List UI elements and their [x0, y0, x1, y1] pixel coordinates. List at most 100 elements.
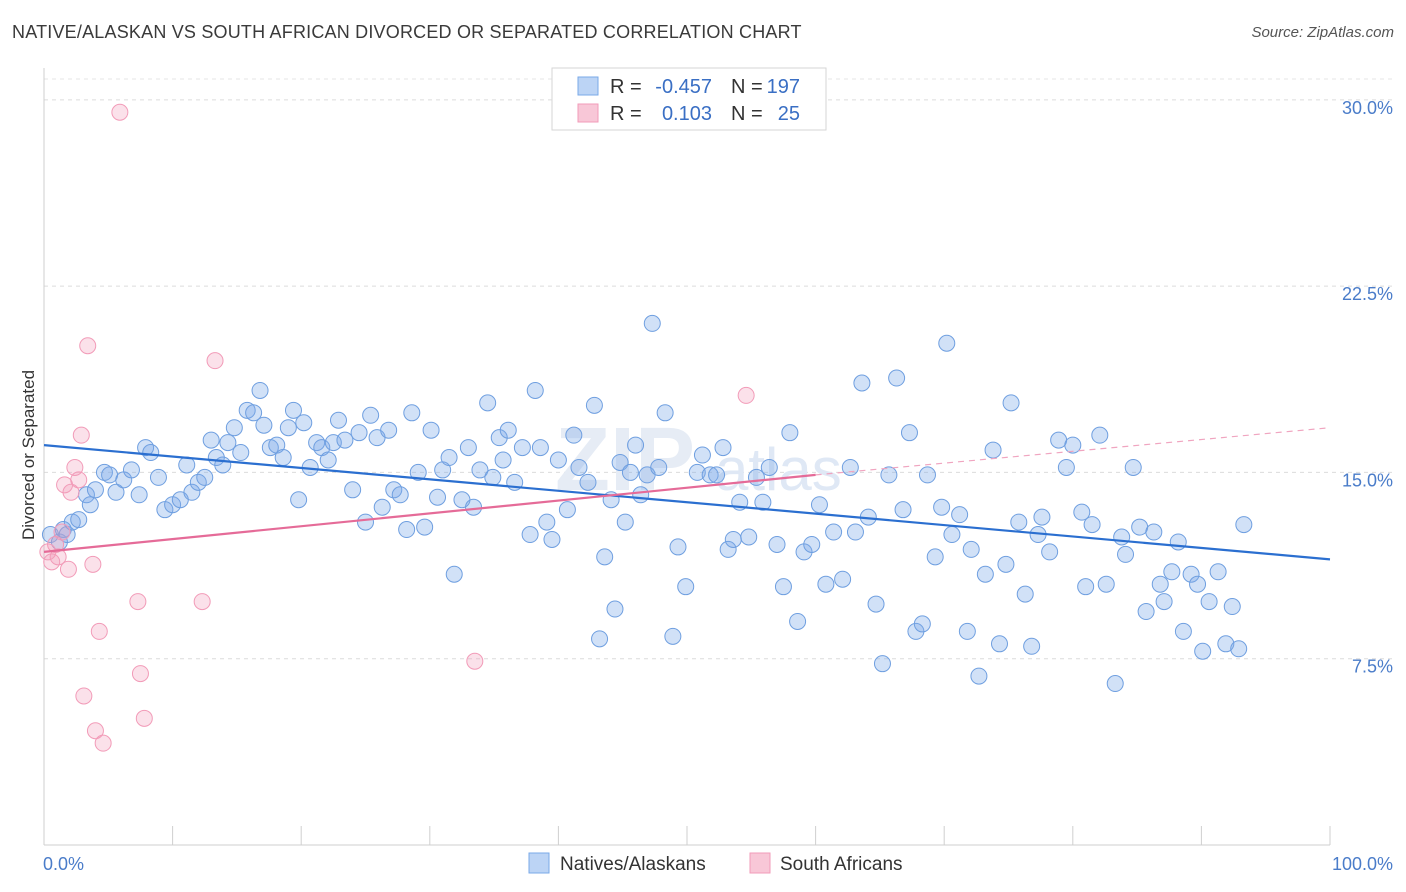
native-point-78: [521, 526, 539, 544]
native-point-79: [526, 381, 544, 399]
native-point-116: [760, 458, 778, 476]
native-point-186: [1230, 640, 1248, 658]
y-axis-label: Divorced or Separated: [19, 370, 38, 540]
south-african-point-23: [466, 652, 484, 670]
legend-n-value-1: 197: [767, 76, 800, 98]
native-point-34: [255, 416, 273, 434]
native-point-74: [494, 451, 512, 469]
native-point-75: [499, 421, 517, 439]
native-point-106: [693, 446, 711, 464]
native-point-88: [585, 396, 603, 414]
native-point-83: [549, 451, 567, 469]
native-point-62: [422, 421, 440, 439]
native-point-24: [196, 468, 214, 486]
legend-n-label-1: N =: [731, 76, 763, 98]
native-point-111: [724, 530, 742, 548]
native-point-58: [398, 521, 416, 539]
native-point-145: [958, 622, 976, 640]
native-point-107: [701, 466, 719, 484]
native-point-99: [643, 314, 661, 332]
native-point-8: [86, 481, 104, 499]
south-african-point-24: [737, 386, 755, 404]
native-point-117: [768, 535, 786, 553]
x-tick-labels: 0.0% 100.0%: [43, 854, 1393, 874]
y-tick-label-3: 30.0%: [1342, 98, 1393, 118]
bottom-legend-south-africans: South Africans: [780, 854, 903, 875]
south-african-point-22: [206, 352, 224, 370]
native-point-41: [295, 414, 313, 432]
native-point-109: [714, 439, 732, 457]
native-point-43: [308, 434, 326, 452]
native-point-50: [350, 424, 368, 442]
native-point-63: [429, 488, 447, 506]
native-point-183: [1209, 563, 1227, 581]
native-point-110: [719, 540, 737, 558]
native-point-72: [484, 468, 502, 486]
native-point-128: [846, 523, 864, 541]
native-point-33: [251, 381, 269, 399]
native-point-162: [1073, 503, 1091, 521]
south-african-point-11: [75, 687, 93, 705]
native-point-84: [558, 501, 576, 519]
native-point-134: [888, 369, 906, 387]
south-african-point-9: [70, 471, 88, 489]
native-point-168: [1113, 528, 1131, 546]
chart-title: NATIVE/ALASKAN VS SOUTH AFRICAN DIVORCED…: [12, 22, 802, 42]
native-point-39: [284, 401, 302, 419]
legend-n-label-2: N =: [731, 103, 763, 125]
native-point-165: [1091, 426, 1109, 444]
native-point-129: [853, 374, 871, 392]
legend-r-value-1: -0.457: [655, 76, 712, 98]
native-point-152: [1002, 394, 1020, 412]
native-point-11: [107, 483, 125, 501]
legend-r-label-2: R =: [610, 103, 642, 125]
native-point-68: [459, 439, 477, 457]
native-point-184: [1217, 635, 1235, 653]
native-point-146: [962, 540, 980, 558]
legend-swatch-south-africans: [577, 103, 599, 123]
native-point-82: [543, 530, 561, 548]
native-point-87: [579, 473, 597, 491]
native-point-60: [409, 463, 427, 481]
native-point-171: [1131, 518, 1149, 536]
native-point-17: [149, 468, 167, 486]
native-point-176: [1163, 563, 1181, 581]
native-point-94: [616, 513, 634, 531]
native-point-86: [570, 458, 588, 476]
native-point-92: [606, 600, 624, 618]
native-point-100: [650, 458, 668, 476]
south-african-point-15: [90, 622, 108, 640]
native-point-29: [225, 419, 243, 437]
south-africans-trend-extension: [815, 427, 1331, 476]
native-point-154: [1016, 585, 1034, 603]
native-point-102: [664, 627, 682, 645]
native-point-16: [142, 444, 160, 462]
legend-r-label-1: R =: [610, 76, 642, 98]
native-point-51: [357, 513, 374, 531]
native-point-7: [81, 496, 99, 514]
south-african-point-3: [49, 548, 67, 566]
native-point-97: [632, 486, 650, 504]
legend-n-value-2: 25: [778, 103, 800, 125]
native-point-127: [841, 458, 859, 476]
native-point-123: [810, 496, 828, 514]
native-point-90: [596, 548, 614, 566]
native-point-27: [214, 456, 232, 474]
native-point-174: [1151, 575, 1169, 593]
native-point-160: [1057, 458, 1075, 476]
native-point-69: [465, 498, 483, 516]
native-point-182: [1200, 593, 1218, 611]
native-point-115: [754, 493, 772, 511]
native-point-47: [329, 411, 347, 429]
south-africans-trend-line: [43, 473, 816, 553]
y-tick-label-0: 7.5%: [1352, 657, 1393, 677]
natives-trend-line: [43, 444, 1331, 561]
native-point-144: [951, 506, 969, 524]
trend-lines: [43, 427, 1331, 561]
south-african-point-21: [193, 593, 211, 611]
south-african-point-13: [84, 555, 102, 573]
native-point-89: [591, 630, 609, 648]
native-point-159: [1050, 431, 1068, 449]
native-point-48: [336, 431, 354, 449]
